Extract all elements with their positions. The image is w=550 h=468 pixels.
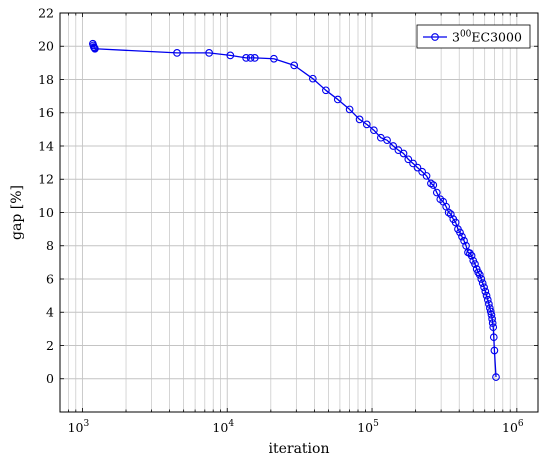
- x-tick-label: 106: [502, 419, 524, 435]
- data-point: [481, 287, 490, 296]
- data-point: [475, 270, 484, 279]
- data-point: [333, 95, 342, 104]
- y-tick-label: 8: [46, 238, 54, 253]
- data-point: [477, 275, 486, 283]
- x-tick-label-base: 10: [212, 420, 228, 435]
- x-tick-label-exponent: 3: [84, 419, 90, 429]
- x-tick-label-exponent: 4: [228, 419, 234, 429]
- y-tick-label: 16: [38, 105, 54, 120]
- legend-marker: [431, 33, 439, 41]
- legend-label-rest: EC3000: [471, 30, 522, 45]
- data-point: [399, 149, 408, 158]
- data-point: [489, 333, 498, 342]
- data-point: [376, 133, 385, 142]
- data-point: [422, 172, 431, 180]
- legend-label-sup: 00: [460, 30, 472, 40]
- data-point: [246, 54, 255, 62]
- data-point: [471, 260, 479, 268]
- data-point: [226, 51, 235, 60]
- data-point: [370, 126, 378, 135]
- data-point: [418, 167, 427, 176]
- legend: 300EC3000: [416, 24, 531, 49]
- data-point: [404, 155, 413, 164]
- grid: [59, 12, 538, 412]
- data-point: [487, 310, 496, 319]
- x-tick-label-base: 10: [68, 420, 84, 435]
- data-point: [383, 136, 391, 145]
- data-point: [413, 163, 422, 172]
- legend-box: [416, 24, 531, 49]
- data-point: [485, 300, 493, 308]
- data-point: [242, 54, 250, 62]
- x-tick-label-base: 10: [502, 420, 518, 435]
- legend-label: 300EC3000: [452, 30, 522, 45]
- x-tick-label-exponent: 6: [518, 419, 524, 429]
- data-point: [486, 307, 495, 316]
- data-point: [492, 373, 500, 381]
- data-point: [488, 315, 496, 323]
- x-axis-label: iteration: [269, 441, 330, 457]
- data-point: [483, 295, 492, 304]
- data-point: [444, 208, 453, 217]
- data-point: [290, 61, 299, 70]
- x-tick-label: 105: [357, 419, 379, 435]
- series-line: [92, 43, 497, 378]
- data-point: [355, 115, 364, 124]
- data-point: [456, 228, 464, 237]
- data-point: [322, 86, 330, 95]
- y-tick-label: 18: [38, 72, 54, 87]
- data-point: [489, 323, 498, 332]
- x-tick-label: 103: [68, 419, 90, 435]
- legend-label-base: 3: [452, 30, 460, 45]
- data-point: [270, 54, 278, 63]
- x-tick-label-exponent: 5: [373, 419, 379, 429]
- x-tick-label-base: 10: [357, 420, 373, 435]
- data-point: [458, 232, 466, 241]
- data-point: [478, 279, 487, 288]
- x-tick-label: 104: [212, 419, 234, 435]
- y-tick-label: 6: [46, 271, 54, 286]
- y-axis-label: gap [%]: [9, 185, 25, 240]
- data-point: [173, 49, 181, 57]
- data-point: [429, 181, 438, 189]
- data-point: [460, 236, 468, 245]
- data-point: [480, 283, 488, 292]
- data-point: [488, 319, 497, 327]
- y-tick-label: 20: [38, 39, 54, 54]
- data-point: [91, 44, 99, 53]
- data-point: [467, 251, 476, 260]
- y-tick-label: 0: [46, 371, 54, 386]
- y-tick-label: 10: [38, 205, 54, 220]
- y-tick-label: 14: [38, 138, 54, 153]
- data-point: [389, 142, 398, 150]
- series-layer: [88, 39, 500, 381]
- y-tick-label: 2: [46, 338, 54, 353]
- y-tick-label: 22: [38, 5, 54, 20]
- data-point: [362, 120, 371, 129]
- data-point: [250, 54, 259, 62]
- y-tick-label: 12: [38, 172, 54, 187]
- data-point: [482, 291, 491, 300]
- data-point: [490, 346, 499, 355]
- data-point: [432, 188, 441, 197]
- data-point: [409, 159, 417, 168]
- data-point: [308, 74, 317, 83]
- data-point: [451, 218, 460, 227]
- data-point: [205, 49, 213, 57]
- y-tick-label: 4: [46, 305, 54, 320]
- data-point: [462, 241, 470, 250]
- data-point: [345, 105, 354, 114]
